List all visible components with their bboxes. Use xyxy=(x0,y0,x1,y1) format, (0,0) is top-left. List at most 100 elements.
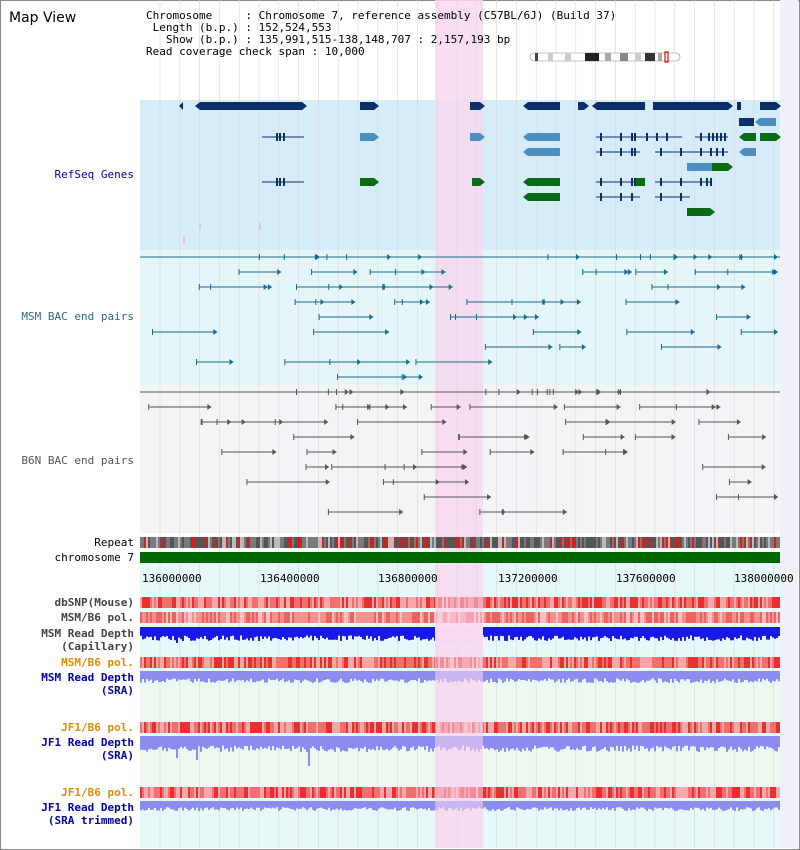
heat-mark xyxy=(676,787,678,798)
track-label-jf1-b6-pol[interactable]: JF1/B6 pol. xyxy=(61,721,134,734)
span-value: 10,000 xyxy=(324,45,365,58)
repeat-mark xyxy=(546,537,548,548)
depth-bar xyxy=(600,627,602,639)
depth-bar xyxy=(198,671,200,679)
depth-bar xyxy=(566,671,568,680)
heat-mark xyxy=(648,722,650,733)
depth-bar xyxy=(184,736,186,747)
depth-bar xyxy=(508,801,510,808)
depth-bar xyxy=(254,627,256,638)
depth-bar xyxy=(552,736,554,748)
depth-bar xyxy=(256,736,258,749)
depth-bar xyxy=(504,801,506,809)
heat-mark xyxy=(662,787,664,798)
heat-mark xyxy=(392,612,394,623)
heat-mark xyxy=(170,722,172,733)
heat-mark xyxy=(344,612,346,623)
track-label-msm-depth-capillary[interactable]: MSM Read Depth (Capillary) xyxy=(0,627,134,653)
depth-bar xyxy=(314,671,316,682)
depth-bar xyxy=(774,671,776,682)
heat-mark xyxy=(144,597,146,608)
depth-bar xyxy=(774,801,776,808)
heat-mark xyxy=(604,597,606,608)
depth-bar xyxy=(202,627,204,639)
heat-mark xyxy=(380,612,382,623)
depth-bar xyxy=(196,736,198,760)
track-label-jf1-depth-trimmed[interactable]: JF1 Read Depth (SRA trimmed) xyxy=(0,801,134,827)
depth-bar xyxy=(330,671,332,682)
depth-bar xyxy=(162,801,164,811)
heat-mark xyxy=(338,612,340,623)
heat-mark xyxy=(352,787,354,798)
depth-bar xyxy=(624,801,626,811)
heat-mark xyxy=(196,722,198,733)
track-label-dbsnp[interactable]: dbSNP(Mouse) xyxy=(54,596,134,609)
heat-mark xyxy=(268,722,270,733)
repeat-mark xyxy=(152,537,154,548)
heat-mark xyxy=(650,657,652,668)
heat-mark xyxy=(212,612,214,623)
track-label-chromosome[interactable]: chromosome 7 xyxy=(54,551,134,564)
heat-mark xyxy=(294,612,296,623)
track-label-jf1-b6-pol-2[interactable]: JF1/B6 pol. xyxy=(61,786,134,799)
depth-bar xyxy=(490,671,492,679)
track-label-msm-b6-pol[interactable]: MSM/B6 pol. xyxy=(61,611,134,624)
heat-mark xyxy=(638,722,640,733)
depth-bar xyxy=(382,671,384,679)
track-label-b6n-bac[interactable]: B6N BAC end pairs xyxy=(21,454,134,467)
depth-bar xyxy=(586,801,588,810)
heat-mark xyxy=(514,787,516,798)
depth-bar xyxy=(686,627,688,637)
heat-mark xyxy=(418,722,420,733)
depth-bar xyxy=(424,627,426,640)
depth-bar xyxy=(386,627,388,639)
heat-mark xyxy=(286,657,288,668)
repeat-mark xyxy=(680,537,682,548)
depth-bar xyxy=(334,801,336,810)
track-label-jf1-depth-sra[interactable]: JF1 Read Depth (SRA) xyxy=(0,736,134,762)
heat-mark xyxy=(716,657,718,668)
track-label-msm-bac[interactable]: MSM BAC end pairs xyxy=(21,310,134,323)
depth-bar xyxy=(656,801,658,809)
heat-mark xyxy=(154,657,156,668)
heat-mark xyxy=(180,722,182,733)
depth-bar xyxy=(776,801,778,808)
track-label-msm-depth-sra[interactable]: MSM Read Depth (SRA) xyxy=(0,671,134,697)
heat-mark xyxy=(740,722,742,733)
heat-mark xyxy=(408,722,410,733)
heat-mark xyxy=(504,787,506,798)
heat-mark xyxy=(632,787,634,798)
heat-mark xyxy=(496,787,498,798)
heat-mark xyxy=(704,787,706,798)
repeat-mark xyxy=(704,537,706,548)
heat-mark xyxy=(726,657,728,668)
track-label-refseq[interactable]: RefSeq Genes xyxy=(54,168,134,181)
depth-bar xyxy=(388,801,390,810)
depth-bar xyxy=(716,627,718,640)
gene-exon xyxy=(631,178,633,186)
heat-mark xyxy=(638,787,640,798)
repeat-mark xyxy=(174,537,176,548)
b6n-pair-end xyxy=(325,464,330,470)
heat-mark xyxy=(166,612,168,623)
track-label-msm-b6-pol-2[interactable]: MSM/B6 pol. xyxy=(61,656,134,669)
heat-mark xyxy=(310,597,312,608)
repeat-mark xyxy=(240,537,242,548)
heat-mark xyxy=(724,597,726,608)
depth-bar xyxy=(760,627,762,640)
heat-mark xyxy=(320,612,322,623)
heat-mark xyxy=(568,612,570,623)
track-label-repeat[interactable]: Repeat xyxy=(94,536,134,549)
heat-mark xyxy=(366,612,368,623)
depth-bar xyxy=(218,736,220,749)
heat-mark xyxy=(148,657,150,668)
repeat-mark xyxy=(414,537,416,548)
heat-mark xyxy=(520,787,522,798)
heat-mark xyxy=(252,597,254,608)
gene-exon xyxy=(700,133,702,141)
heat-mark xyxy=(274,597,276,608)
depth-bar xyxy=(330,627,332,640)
heat-mark xyxy=(624,657,626,668)
heat-mark xyxy=(232,722,234,733)
